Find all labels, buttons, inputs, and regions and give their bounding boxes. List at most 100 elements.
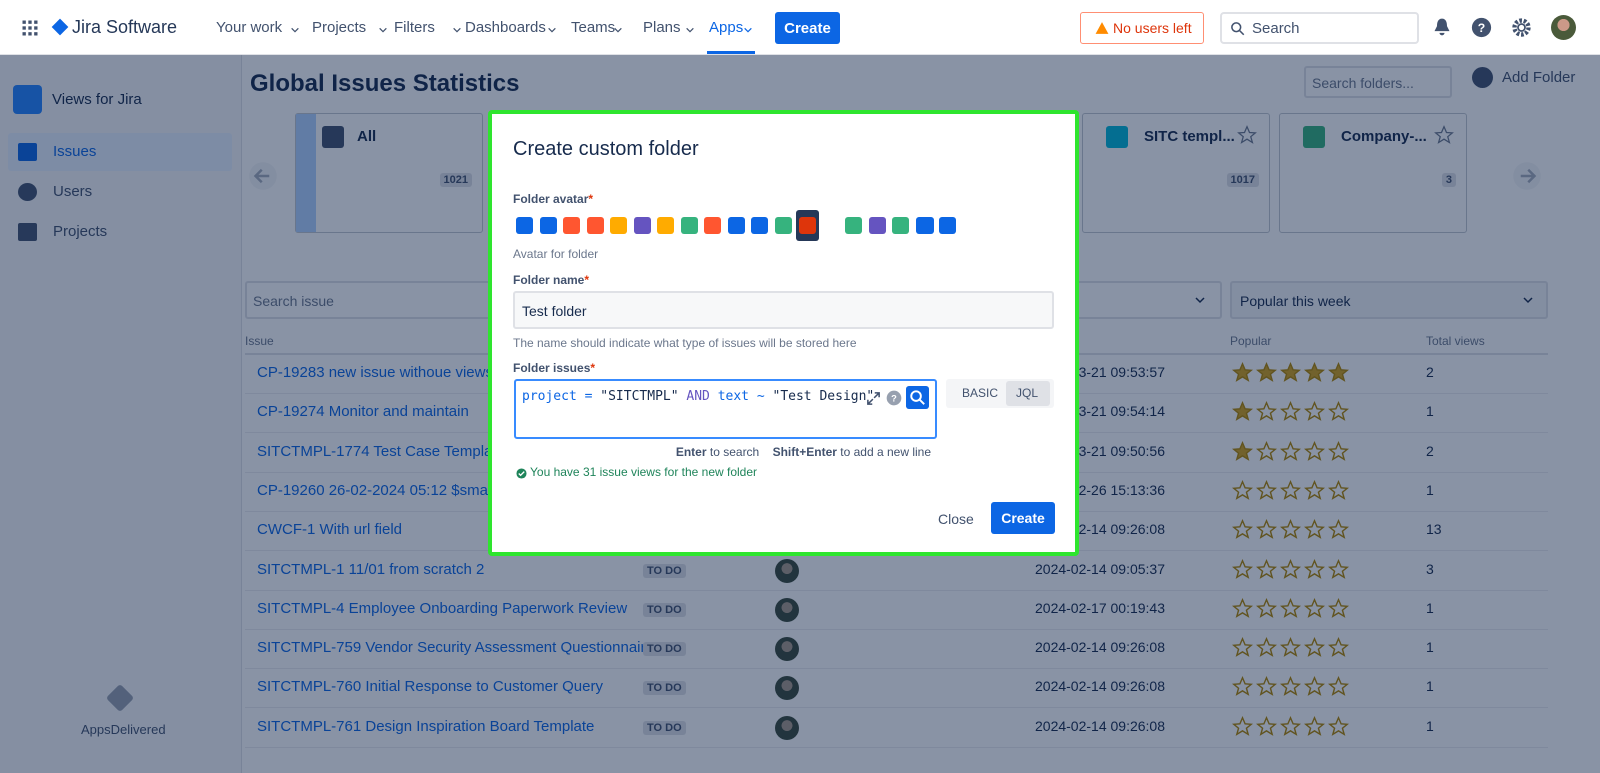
total-views: 13 bbox=[1426, 521, 1442, 538]
nav-item[interactable]: Apps bbox=[709, 19, 744, 36]
warning-button[interactable]: No users left bbox=[1080, 12, 1204, 44]
avatar-option[interactable] bbox=[680, 217, 698, 234]
avatar-option[interactable] bbox=[516, 217, 533, 234]
folder-count: 3 bbox=[1441, 173, 1456, 187]
avatar-option[interactable] bbox=[868, 217, 886, 234]
search-box[interactable]: Search bbox=[1220, 12, 1419, 44]
add-folder[interactable]: Add Folder bbox=[1472, 67, 1575, 88]
issue-link[interactable]: SITCTMPL-760 Initial Response to Custome… bbox=[257, 678, 603, 696]
star-svg bbox=[1303, 597, 1326, 618]
create-button[interactable]: Create bbox=[775, 12, 840, 44]
tab-basic[interactable]: BASIC bbox=[962, 386, 999, 400]
rating bbox=[1231, 479, 1352, 502]
name-label: Folder name* bbox=[513, 273, 589, 287]
issue-link[interactable]: CWCF-1 With url field bbox=[257, 521, 403, 539]
svg-text:?: ? bbox=[1478, 21, 1485, 35]
rating bbox=[1231, 361, 1352, 384]
sidebar-item[interactable]: Issues bbox=[8, 133, 232, 171]
nav-item[interactable]: Your work bbox=[216, 19, 283, 36]
avatar-option[interactable] bbox=[799, 217, 816, 234]
nav-item[interactable]: Plans bbox=[643, 19, 681, 36]
avatar-option[interactable] bbox=[610, 217, 627, 234]
avatar-option[interactable] bbox=[892, 217, 909, 234]
rating bbox=[1231, 558, 1352, 581]
issue-link[interactable]: SITCTMPL-759 Vendor Security Assessment … bbox=[257, 639, 654, 657]
chevron-svg bbox=[453, 27, 461, 33]
nav-item[interactable]: Projects bbox=[312, 19, 367, 36]
name-input[interactable]: Test folder bbox=[513, 291, 1054, 329]
folder-card[interactable]: Company-... 3 bbox=[1279, 113, 1467, 233]
chevron bbox=[613, 22, 623, 33]
star bbox=[1303, 519, 1326, 540]
chevron bbox=[743, 22, 753, 33]
avatar-option[interactable] bbox=[845, 217, 862, 234]
nav-item[interactable]: Filters bbox=[394, 19, 435, 36]
last-viewed: 2024-02-17 00:19:43 bbox=[1035, 599, 1165, 616]
sidebar-item[interactable]: Projects bbox=[8, 213, 232, 251]
tab-jql[interactable]: JQL bbox=[1006, 381, 1050, 406]
last-viewed: 2024-02-14 09:05:37 bbox=[1035, 560, 1165, 577]
star bbox=[1279, 676, 1302, 697]
jira-logo bbox=[50, 17, 70, 37]
modal-create[interactable]: Create bbox=[991, 502, 1055, 534]
total-views: 3 bbox=[1426, 560, 1434, 577]
folder-card[interactable]: All 1021 bbox=[295, 113, 483, 233]
star-svg bbox=[1327, 558, 1350, 579]
folder-card[interactable]: SITC templ... 1017 bbox=[1082, 113, 1270, 233]
total-views: 2 bbox=[1426, 442, 1434, 459]
avatar-option[interactable] bbox=[704, 217, 721, 234]
avatar-option[interactable] bbox=[586, 217, 604, 234]
folder-name: Company-... bbox=[1341, 128, 1427, 145]
status-lozenge: TO DO bbox=[643, 720, 686, 735]
avatar-option[interactable] bbox=[727, 217, 745, 234]
rating bbox=[1231, 637, 1352, 659]
issue-link[interactable]: SITCTMPL-761 Design Inspiration Board Te… bbox=[257, 717, 595, 735]
star bbox=[1279, 519, 1302, 540]
nav-item[interactable]: Teams bbox=[571, 19, 616, 36]
avatar-option[interactable] bbox=[539, 217, 557, 234]
search-folders[interactable]: Search folders... bbox=[1304, 66, 1452, 98]
star bbox=[1279, 597, 1302, 619]
sidebar-item[interactable]: Users bbox=[8, 173, 232, 211]
avatar bbox=[1551, 15, 1576, 40]
star-svg bbox=[1255, 597, 1278, 618]
star-svg bbox=[1327, 637, 1350, 658]
issue-link[interactable]: CP-19260 26-02-2024 05:12 $smart bbox=[257, 481, 498, 499]
star bbox=[1255, 676, 1278, 697]
nav-item[interactable]: Dashboards bbox=[465, 19, 546, 36]
avatar-option[interactable] bbox=[774, 217, 792, 234]
next-arrow bbox=[1512, 161, 1542, 191]
star bbox=[1327, 637, 1350, 658]
close-button[interactable]: Close bbox=[938, 511, 974, 527]
issue-link[interactable]: CP-19274 Monitor and maintain bbox=[257, 403, 469, 421]
last-viewed: 2024-02-14 09:26:08 bbox=[1035, 678, 1165, 695]
avatar-option[interactable] bbox=[939, 217, 956, 234]
folder-count: 1017 bbox=[1226, 173, 1259, 187]
star bbox=[1303, 401, 1326, 422]
star-svg bbox=[1303, 440, 1326, 461]
brand: Jira Software bbox=[72, 17, 178, 37]
search-icon bbox=[1230, 21, 1245, 36]
jql-editor[interactable]: project = "SITCTMPL" AND text ~ "Test De… bbox=[514, 379, 937, 439]
star-svg bbox=[1327, 715, 1350, 736]
avatar-option[interactable] bbox=[917, 217, 934, 234]
star bbox=[1303, 597, 1326, 619]
star bbox=[1327, 479, 1350, 501]
help-icon-svg: ? bbox=[886, 390, 902, 406]
issue-link[interactable]: SITCTMPL-4 Employee Onboarding Paperwork… bbox=[257, 599, 628, 617]
star-svg bbox=[1231, 361, 1254, 382]
star bbox=[1231, 361, 1254, 383]
sort-select[interactable]: Popular this week bbox=[1230, 281, 1548, 319]
star-svg bbox=[1255, 440, 1278, 461]
avatar-option[interactable] bbox=[563, 217, 580, 234]
issue-link[interactable]: CP-19283 new issue withoue views bbox=[257, 364, 493, 381]
total-views: 1 bbox=[1426, 639, 1434, 656]
avatar-option[interactable] bbox=[751, 217, 768, 234]
assignee-avatar bbox=[775, 597, 799, 622]
top-nav: Jira Software Your work Projects Filters Das… bbox=[0, 0, 1600, 55]
issue-link[interactable]: SITCTMPL-1 11/01 from scratch 2 bbox=[257, 560, 485, 578]
avatar-option[interactable] bbox=[657, 217, 674, 234]
avatar-option[interactable] bbox=[633, 217, 651, 234]
issue-link[interactable]: SITCTMPL-1774 Test Case Template bbox=[257, 442, 505, 460]
